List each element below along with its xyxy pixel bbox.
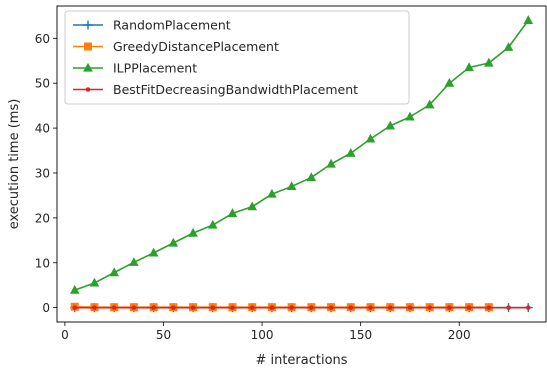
data-point xyxy=(286,181,297,191)
data-point xyxy=(269,305,275,310)
x-tick-label: 0 xyxy=(61,328,69,342)
y-tick-label: 40 xyxy=(35,122,50,136)
data-point xyxy=(464,62,474,72)
legend-swatch-marker xyxy=(84,42,92,51)
y-tick-label: 50 xyxy=(35,77,50,91)
data-point xyxy=(407,305,413,310)
data-point xyxy=(69,284,80,294)
axes-frame xyxy=(56,5,547,323)
data-point xyxy=(92,305,97,310)
data-point xyxy=(168,237,179,247)
data-point xyxy=(131,305,137,310)
data-point xyxy=(289,305,294,310)
legend-entry: BestFitDecreasingBandwidthPlacement xyxy=(73,82,358,97)
data-point xyxy=(210,305,216,310)
data-point xyxy=(444,78,455,87)
data-point xyxy=(267,188,277,198)
x-tick-label: 50 xyxy=(156,328,171,342)
data-point xyxy=(365,133,376,143)
legend-box xyxy=(64,10,410,105)
data-point xyxy=(427,305,432,310)
data-point xyxy=(188,227,198,237)
legend-entry: RandomPlacement xyxy=(73,18,231,33)
data-point xyxy=(328,305,334,310)
legend-label: GreedyDistancePlacement xyxy=(113,39,279,54)
legend-swatch-marker xyxy=(83,62,93,72)
data-point xyxy=(503,42,514,51)
data-point xyxy=(227,208,238,217)
data-point xyxy=(525,305,531,310)
y-tick-label: 30 xyxy=(35,166,50,180)
x-tick-label: 100 xyxy=(251,328,274,342)
data-point xyxy=(151,305,156,310)
y-tick-label: 0 xyxy=(42,301,50,315)
data-point xyxy=(249,305,255,310)
data-point xyxy=(486,305,492,310)
data-point xyxy=(309,305,314,310)
data-point xyxy=(447,305,452,310)
data-point xyxy=(326,158,336,168)
data-point xyxy=(109,267,119,277)
legend-label: ILPPlacement xyxy=(113,61,197,76)
series-BestFitDecreasingBandwidthPlacement xyxy=(72,305,531,310)
legend-entry: GreedyDistancePlacement xyxy=(73,39,279,54)
plot-area xyxy=(69,15,534,313)
series-ILPPlacement xyxy=(69,15,534,294)
data-point xyxy=(466,305,472,310)
legend-label: BestFitDecreasingBandwidthPlacement xyxy=(113,82,358,97)
data-point xyxy=(506,305,511,310)
data-point xyxy=(484,57,494,67)
data-point xyxy=(368,305,373,310)
y-tick-label: 60 xyxy=(35,32,50,46)
y-tick-label: 10 xyxy=(35,256,50,270)
data-point xyxy=(171,305,176,310)
data-point xyxy=(111,305,117,310)
legend-entry: ILPPlacement xyxy=(73,61,197,76)
data-point xyxy=(306,172,317,182)
data-point xyxy=(72,305,78,310)
legend: RandomPlacement GreedyDistancePlacement IL… xyxy=(64,10,410,105)
x-tick-label: 200 xyxy=(448,328,471,342)
data-point xyxy=(190,305,196,310)
data-point xyxy=(385,120,396,130)
data-point xyxy=(348,305,354,310)
data-point xyxy=(89,277,100,287)
data-point xyxy=(424,99,435,109)
x-axis-label: # interactions xyxy=(255,353,347,368)
data-point xyxy=(405,111,415,121)
data-point xyxy=(207,219,218,229)
data-point xyxy=(345,148,356,157)
y-tick-label: 20 xyxy=(35,211,50,225)
data-point xyxy=(523,15,534,24)
x-axis-ticks: 0 50 100 150 200 xyxy=(61,322,471,342)
data-point xyxy=(129,257,139,266)
legend-swatch-marker xyxy=(85,87,91,92)
x-tick-label: 150 xyxy=(349,328,372,342)
legend-label: RandomPlacement xyxy=(113,18,231,33)
data-point xyxy=(148,247,159,257)
y-axis-ticks: 0 10 20 30 40 50 60 xyxy=(35,32,57,315)
data-point xyxy=(230,305,235,310)
data-point xyxy=(247,201,258,211)
legend-swatch-marker xyxy=(83,20,93,30)
data-point xyxy=(387,305,393,310)
y-axis-label: execution time (ms) xyxy=(7,99,22,230)
